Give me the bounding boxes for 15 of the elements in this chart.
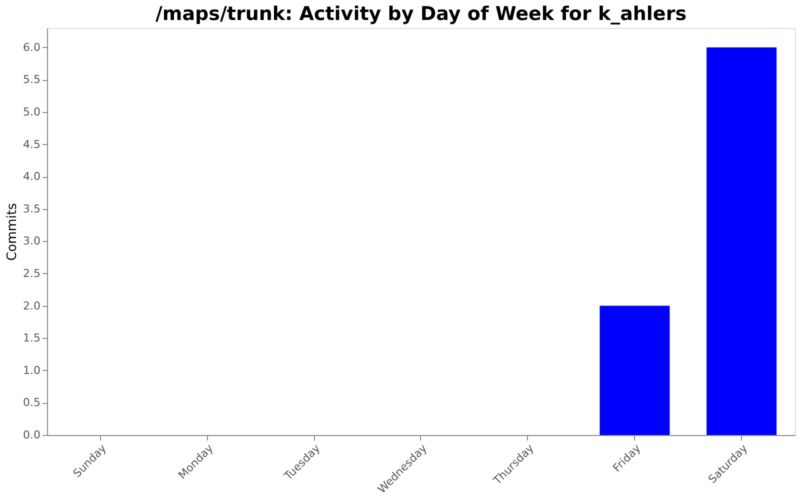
y-tick-label: 3.0 <box>23 234 40 248</box>
y-tick-label: 1.5 <box>23 332 40 345</box>
y-tick-label: 5.5 <box>23 73 40 86</box>
y-tick-label: 4.5 <box>23 138 40 151</box>
y-tick-label: 0.0 <box>23 428 40 442</box>
y-axis-title: Commits <box>5 202 20 261</box>
y-tick-label: 4.0 <box>23 170 40 184</box>
chart-title: /maps/trunk: Activity by Day of Week for k_ahlers <box>155 3 687 25</box>
y-tick-label: 5.0 <box>23 105 40 118</box>
y-tick-label: 1.0 <box>23 364 40 377</box>
y-tick-label: 2.5 <box>23 266 40 280</box>
y-tick-label: 0.5 <box>23 396 40 410</box>
y-tick-label: 2.0 <box>23 299 40 312</box>
y-tick-label: 3.5 <box>23 202 40 216</box>
y-tick-label: 6.0 <box>23 40 40 54</box>
